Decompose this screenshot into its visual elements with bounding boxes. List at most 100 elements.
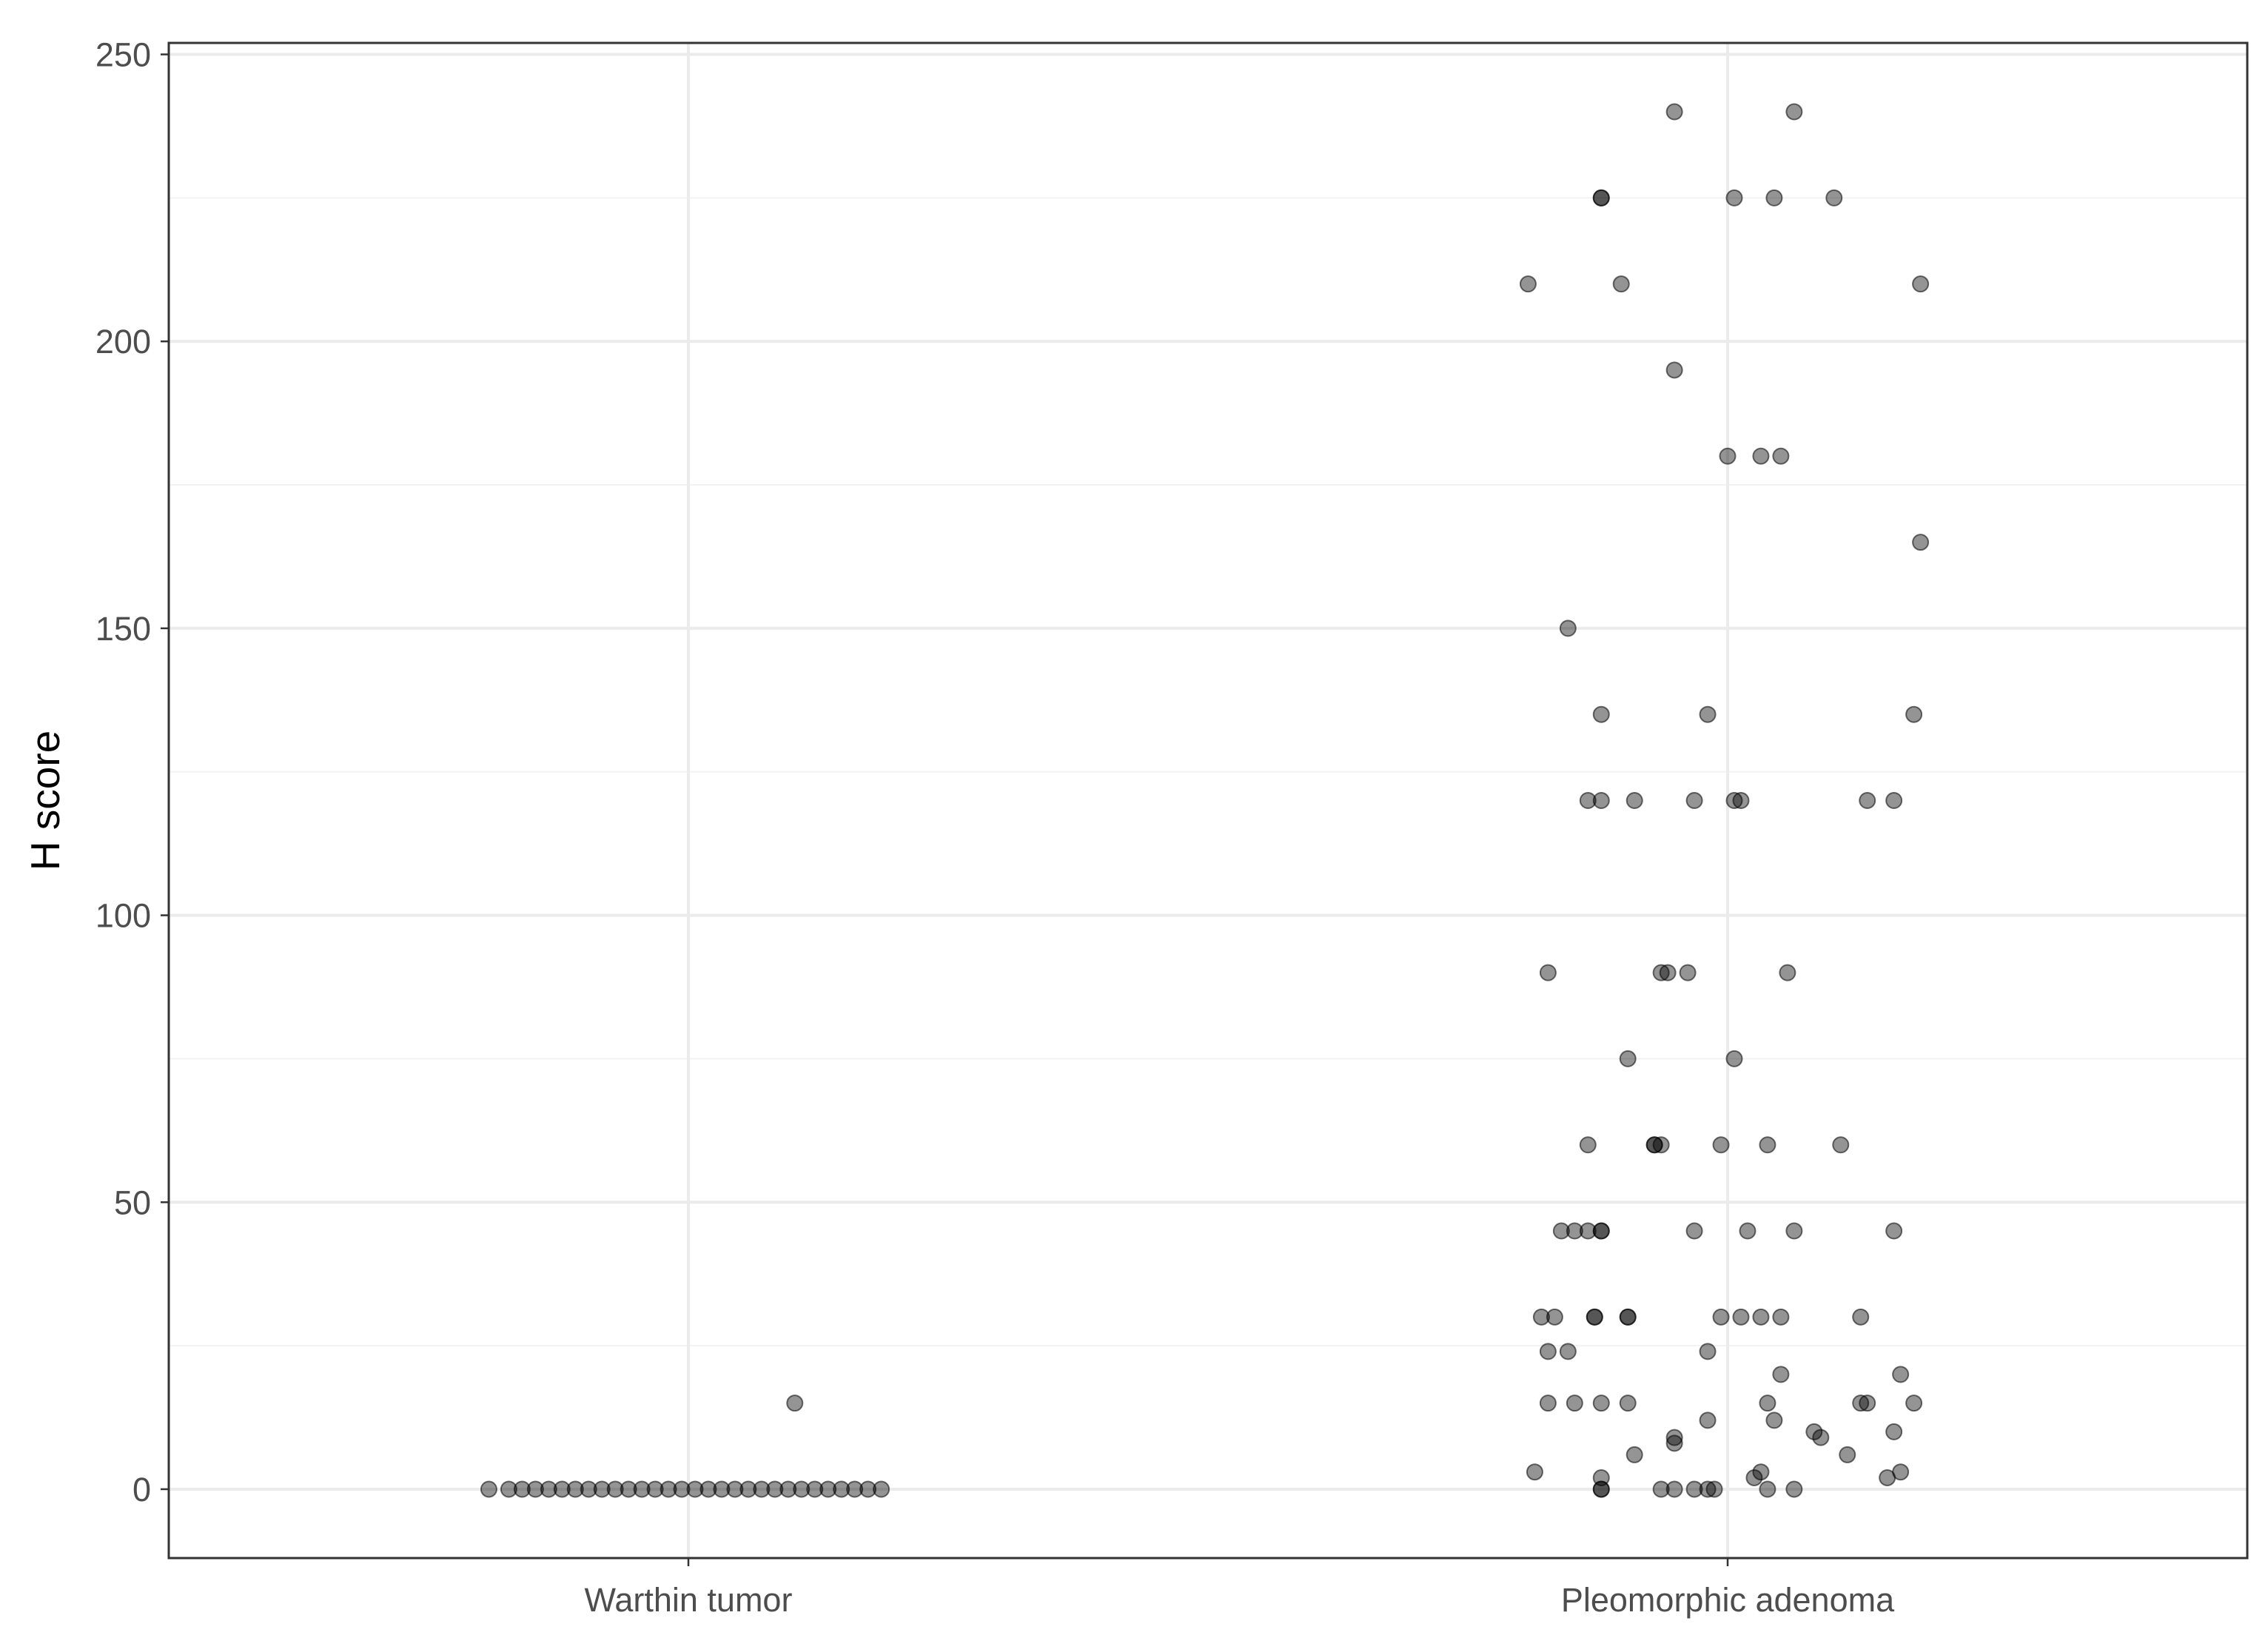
data-point bbox=[1859, 792, 1876, 809]
data-point bbox=[1752, 1463, 1770, 1481]
data-point bbox=[1759, 1480, 1777, 1498]
data-point bbox=[1912, 534, 1930, 551]
data-point bbox=[1785, 1222, 1803, 1240]
data-point bbox=[1885, 1222, 1903, 1240]
data-point bbox=[1785, 1480, 1803, 1498]
y-tick-label: 150 bbox=[95, 610, 151, 648]
data-point bbox=[1566, 1394, 1583, 1412]
data-point bbox=[1752, 1308, 1770, 1326]
data-point bbox=[1705, 1480, 1723, 1498]
x-tick-label: Warthin tumor bbox=[585, 1581, 793, 1619]
data-point bbox=[1592, 189, 1610, 207]
data-point bbox=[1892, 1366, 1910, 1383]
data-point bbox=[1725, 792, 1743, 809]
data-point bbox=[1852, 1394, 1870, 1412]
data-point bbox=[500, 1480, 517, 1498]
y-axis-title: H score bbox=[22, 731, 68, 871]
data-point bbox=[1712, 1308, 1730, 1326]
data-point bbox=[1879, 1469, 1896, 1486]
data-point bbox=[1745, 1469, 1763, 1486]
data-point bbox=[1699, 1480, 1717, 1498]
data-point bbox=[620, 1480, 637, 1498]
data-point bbox=[1699, 705, 1717, 723]
y-tick-label: 250 bbox=[95, 36, 151, 74]
data-point bbox=[1652, 964, 1670, 981]
data-point bbox=[1539, 1343, 1557, 1360]
data-point bbox=[580, 1480, 597, 1498]
data-point bbox=[1685, 1480, 1703, 1498]
data-point bbox=[793, 1480, 811, 1498]
data-point bbox=[1539, 964, 1557, 981]
data-point bbox=[779, 1480, 797, 1498]
data-point bbox=[1832, 1136, 1850, 1154]
data-point bbox=[540, 1480, 557, 1498]
data-point bbox=[1539, 1394, 1557, 1412]
data-point bbox=[1725, 189, 1743, 207]
data-point bbox=[846, 1480, 864, 1498]
data-point bbox=[1765, 189, 1783, 207]
data-point bbox=[1612, 275, 1630, 293]
data-point bbox=[1699, 1412, 1717, 1429]
data-point bbox=[1665, 1480, 1683, 1498]
data-point bbox=[1759, 1394, 1777, 1412]
x-tick-label: Pleomorphic adenoma bbox=[1561, 1581, 1895, 1619]
data-point bbox=[1812, 1429, 1830, 1446]
data-points bbox=[480, 103, 1930, 1498]
data-point bbox=[786, 1394, 804, 1412]
data-point bbox=[1752, 447, 1770, 465]
data-point bbox=[1625, 792, 1643, 809]
data-point bbox=[806, 1480, 824, 1498]
data-point bbox=[1912, 275, 1930, 293]
data-point bbox=[1859, 1394, 1876, 1412]
data-point bbox=[1659, 964, 1677, 981]
data-point bbox=[1699, 1343, 1717, 1360]
data-point bbox=[766, 1480, 784, 1498]
data-point bbox=[646, 1480, 664, 1498]
data-point bbox=[513, 1480, 531, 1498]
data-point bbox=[1559, 1343, 1577, 1360]
data-point bbox=[1645, 1136, 1663, 1154]
data-point bbox=[1579, 1222, 1597, 1240]
data-point bbox=[1772, 1308, 1790, 1326]
data-point bbox=[1619, 1394, 1637, 1412]
minor-gridlines bbox=[169, 197, 2247, 1347]
data-point bbox=[1592, 705, 1610, 723]
panel-border bbox=[167, 41, 2249, 1560]
data-point bbox=[1546, 1308, 1563, 1326]
data-point bbox=[593, 1480, 611, 1498]
y-tick-label: 50 bbox=[114, 1184, 151, 1221]
data-point bbox=[1905, 1394, 1923, 1412]
data-point bbox=[1625, 1446, 1643, 1463]
data-point bbox=[480, 1480, 497, 1498]
y-tick-label: 200 bbox=[95, 323, 151, 360]
major-gridlines bbox=[169, 43, 2247, 1558]
data-point bbox=[1685, 1222, 1703, 1240]
data-point bbox=[1619, 1308, 1637, 1326]
data-point bbox=[606, 1480, 624, 1498]
data-point bbox=[859, 1480, 877, 1498]
y-tick-label: 0 bbox=[132, 1471, 151, 1508]
data-point bbox=[699, 1480, 717, 1498]
data-point bbox=[1685, 792, 1703, 809]
y-tick-label: 100 bbox=[95, 897, 151, 935]
data-point bbox=[873, 1480, 890, 1498]
data-point bbox=[753, 1480, 771, 1498]
data-point bbox=[739, 1480, 757, 1498]
data-point bbox=[1579, 1136, 1597, 1154]
data-point bbox=[1739, 1222, 1757, 1240]
data-point bbox=[1665, 361, 1683, 379]
data-point bbox=[1905, 705, 1923, 723]
x-axis-ticks: Warthin tumor Pleomorphic adenoma bbox=[585, 1558, 1895, 1619]
data-point bbox=[1805, 1423, 1823, 1440]
data-point bbox=[1772, 1366, 1790, 1383]
data-point bbox=[1592, 1469, 1610, 1486]
data-point bbox=[1586, 1308, 1603, 1326]
data-point bbox=[833, 1480, 850, 1498]
data-point bbox=[1665, 1429, 1683, 1446]
data-point bbox=[1779, 964, 1796, 981]
data-point bbox=[566, 1480, 584, 1498]
data-point bbox=[1719, 447, 1737, 465]
data-point bbox=[1679, 964, 1697, 981]
